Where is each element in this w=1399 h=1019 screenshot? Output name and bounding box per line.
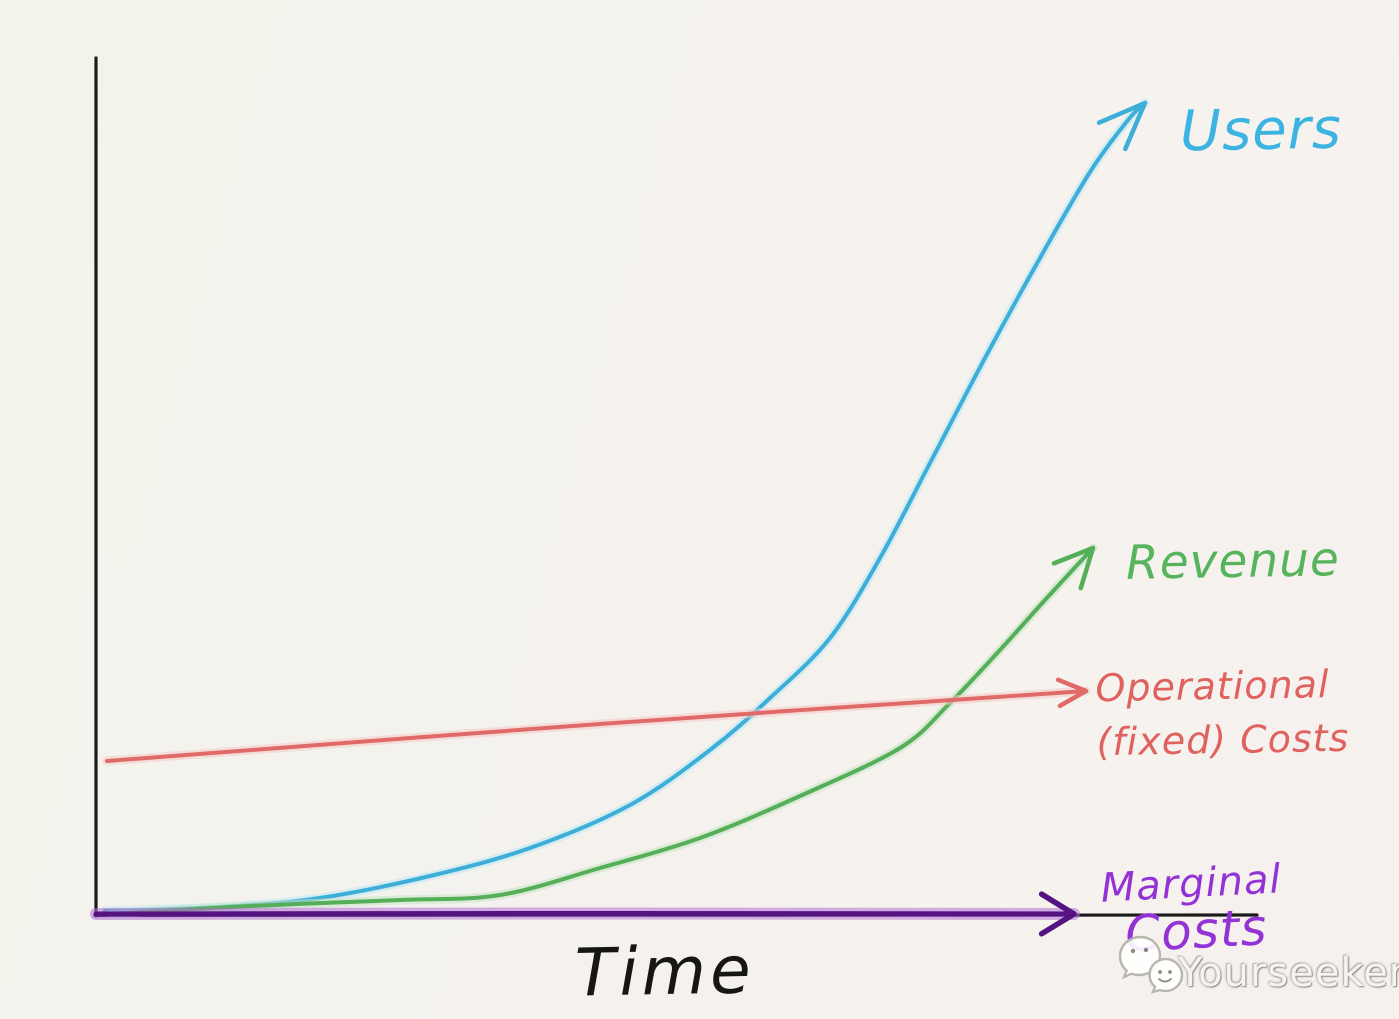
users-arrowhead (1096, 100, 1148, 152)
users-curve (103, 101, 1147, 913)
marginal-costs-curve (93, 911, 1077, 917)
users-curve-glow (100, 98, 1150, 916)
operational-costs-label-line2: (fixed) Costs (1096, 715, 1350, 765)
x-axis-label: Time (574, 931, 756, 1012)
operational-costs-series-label: Operational (fixed) Costs (1095, 658, 1350, 770)
operational-fixed-costs-arrowhead (1055, 677, 1089, 709)
wechat-chat-bubbles-icon (1118, 935, 1184, 994)
watermark-text: Yourseeker (1178, 950, 1399, 996)
series-curves (90, 98, 1150, 937)
revenue-curve-glow (105, 543, 1098, 919)
revenue-arrowhead (1051, 545, 1096, 591)
watermark: Yourseeker (1116, 934, 1399, 1000)
operational-costs-label-line1: Operational (1095, 662, 1330, 711)
users-series-label: Users (1179, 96, 1343, 165)
revenue-series-label: Revenue (1125, 532, 1341, 591)
operational-fixed-costs-curve (105, 689, 1088, 763)
revenue-curve (108, 546, 1095, 916)
marginal-costs-arrowhead (1038, 891, 1077, 937)
